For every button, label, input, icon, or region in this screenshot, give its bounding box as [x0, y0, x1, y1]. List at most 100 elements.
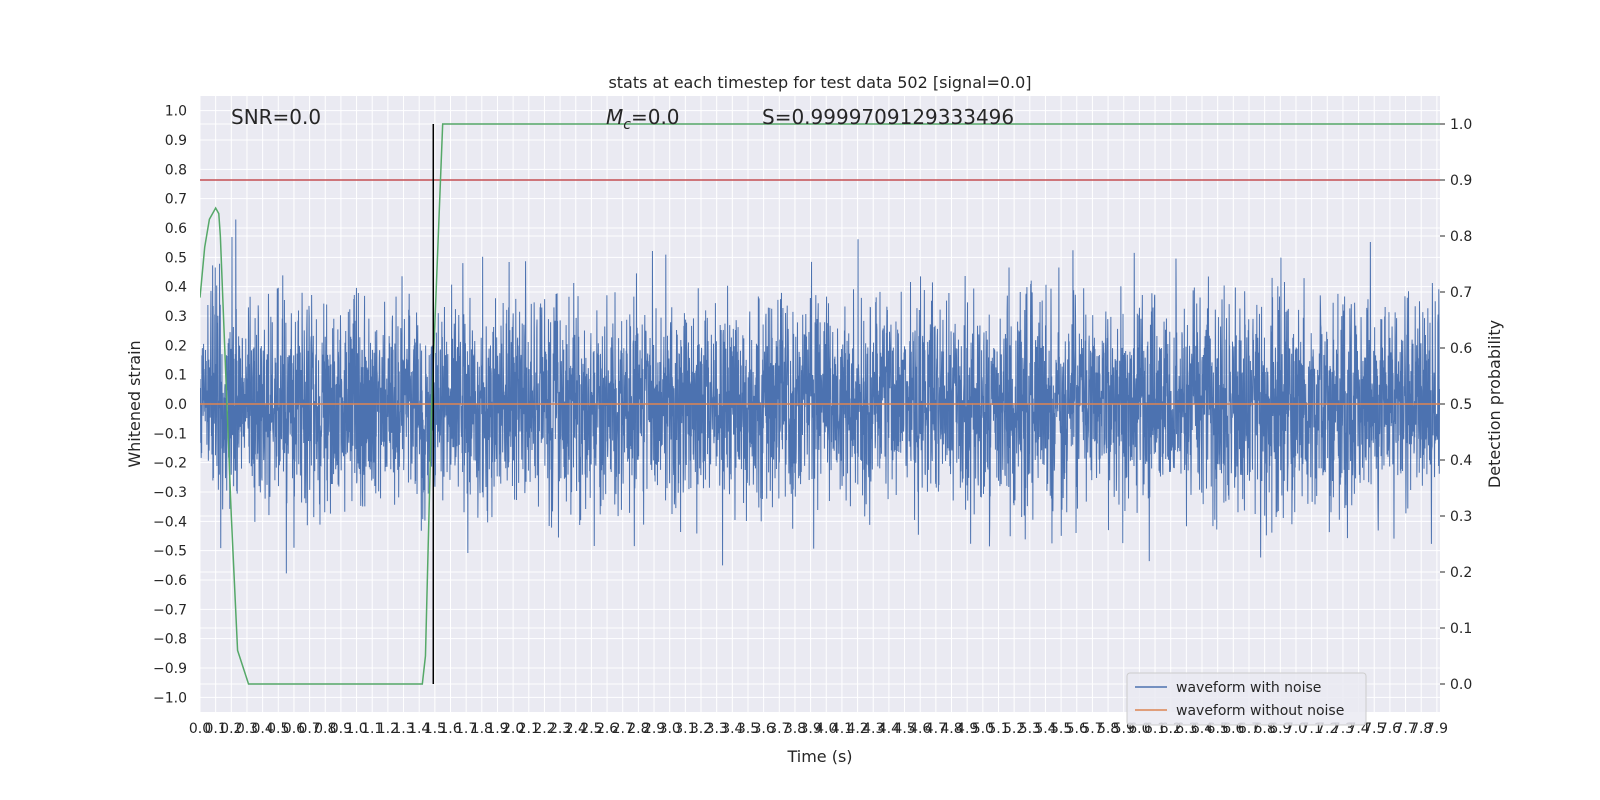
x-tick-label: 0.7	[298, 721, 320, 737]
y-tick-label: 0.1	[165, 368, 187, 384]
y-tick-label: −1.0	[153, 690, 187, 706]
x-tick-label: 3.9	[799, 721, 821, 737]
y-tick-label: −0.4	[153, 514, 187, 530]
x-tick-label: 2.2	[533, 721, 555, 737]
x-tick-label: 4.6	[909, 721, 931, 737]
y-tick-label: −0.6	[153, 573, 187, 589]
x-tick-label: 1.3	[392, 721, 414, 737]
x-tick-label: 0.8	[314, 721, 336, 737]
x-tick-label: 3.0	[659, 721, 681, 737]
y-tick-label: 0.7	[165, 192, 187, 208]
x-tick-label: 1.8	[471, 721, 493, 737]
x-tick-label: 4.5	[893, 721, 915, 737]
x-tick-label: 7.7	[1394, 721, 1416, 737]
y-tick-label: 0.6	[165, 221, 187, 237]
x-tick-label: 7.5	[1363, 721, 1385, 737]
y-tick-label: −0.9	[153, 661, 187, 677]
x-tick-label: 2.4	[565, 721, 587, 737]
x-tick-label: 2.6	[596, 721, 618, 737]
y-right-tick-label: 0.9	[1450, 173, 1472, 189]
y-tick-label: 0.8	[165, 162, 187, 178]
x-tick-label: 3.8	[784, 721, 806, 737]
x-tick-label: 5.1	[987, 721, 1009, 737]
y-right-tick-label: 0.1	[1450, 621, 1472, 637]
x-tick-label: 1.0	[345, 721, 367, 737]
y-tick-label: −0.1	[153, 426, 187, 442]
detection-stat-annotation: S=0.9999709129333496	[762, 105, 1014, 129]
y-tick-label: 0.0	[165, 397, 187, 413]
data-layer	[200, 123, 1440, 685]
y-tick-label: 0.3	[165, 309, 187, 325]
y-right-tick-label: 0.0	[1450, 677, 1472, 693]
x-tick-label: 5.7	[1081, 721, 1103, 737]
y-right-tick-label: 1.0	[1450, 117, 1472, 133]
y-axis-label: Whitened strain	[125, 340, 144, 467]
x-tick-label: 1.7	[455, 721, 477, 737]
y-right-tick-label: 0.2	[1450, 565, 1472, 581]
x-tick-label: 5.8	[1097, 721, 1119, 737]
y-tick-label: 1.0	[165, 104, 187, 120]
x-tick-label: 3.6	[753, 721, 775, 737]
x-tick-label: 5.4	[1034, 721, 1056, 737]
x-tick-label: 2.0	[502, 721, 524, 737]
x-tick-label: 3.5	[737, 721, 759, 737]
x-tick-label: 4.8	[940, 721, 962, 737]
x-tick-label: 1.2	[377, 721, 399, 737]
x-tick-label: 3.2	[690, 721, 712, 737]
y-tick-label: −0.5	[153, 544, 187, 560]
y-tick-label: 0.2	[165, 338, 187, 354]
x-tick-label: 0.1	[205, 721, 227, 737]
y-tick-label: 0.9	[165, 133, 187, 149]
legend-box	[1126, 672, 1367, 726]
y-right-axis-label: Detection probability	[1485, 320, 1504, 488]
legend: waveform with noise waveform without noi…	[1126, 672, 1367, 726]
x-tick-label: 1.9	[486, 721, 508, 737]
x-tick-label: 2.5	[580, 721, 602, 737]
x-tick-label: 4.9	[956, 721, 978, 737]
x-tick-label: 0.6	[283, 721, 305, 737]
x-tick-label: 2.1	[518, 721, 540, 737]
x-tick-label: 0.2	[220, 721, 242, 737]
x-tick-label: 4.1	[831, 721, 853, 737]
x-tick-label: 7.8	[1410, 721, 1432, 737]
x-tick-label: 5.2	[1003, 721, 1025, 737]
y-right-tick-label: 0.3	[1450, 509, 1472, 525]
x-tick-label: 4.0	[815, 721, 837, 737]
legend-label-noisy: waveform with noise	[1176, 680, 1321, 696]
x-tick-label: 1.6	[439, 721, 461, 737]
x-tick-label: 4.4	[878, 721, 900, 737]
x-tick-label: 1.1	[361, 721, 383, 737]
x-tick-label: 0.0	[189, 721, 211, 737]
x-tick-label: 0.4	[251, 721, 273, 737]
x-tick-label: 0.3	[236, 721, 258, 737]
legend-label-clean: waveform without noise	[1176, 703, 1344, 719]
y-tick-label: 0.5	[165, 250, 187, 266]
x-tick-label: 4.3	[862, 721, 884, 737]
y-right-tick-label: 0.6	[1450, 341, 1472, 357]
y-right-tick-label: 0.7	[1450, 285, 1472, 301]
x-tick-label: 0.5	[267, 721, 289, 737]
y-tick-label: −0.7	[153, 602, 187, 618]
y-right-tick-label: 0.4	[1450, 453, 1472, 469]
x-tick-label: 1.5	[424, 721, 446, 737]
y-right-tick-label: 0.5	[1450, 397, 1472, 413]
x-tick-label: 3.7	[768, 721, 790, 737]
x-tick-label: 5.0	[972, 721, 994, 737]
chirp-mass-annotation: Mc=0.0	[606, 105, 680, 133]
x-tick-label: 4.7	[925, 721, 947, 737]
y-tick-label: −0.3	[153, 485, 187, 501]
snr-annotation: SNR=0.0	[231, 105, 321, 129]
x-tick-label: 7.6	[1379, 721, 1401, 737]
y-tick-label: −0.8	[153, 632, 187, 648]
y-right-tick-label: 0.8	[1450, 229, 1472, 245]
x-tick-label: 2.9	[643, 721, 665, 737]
y-tick-label: −0.2	[153, 456, 187, 472]
x-tick-label: 1.4	[408, 721, 430, 737]
x-tick-label: 0.9	[330, 721, 352, 737]
x-tick-label: 5.6	[1066, 721, 1088, 737]
x-tick-label: 3.3	[706, 721, 728, 737]
x-tick-label: 5.5	[1050, 721, 1072, 737]
x-tick-label: 7.9	[1426, 721, 1448, 737]
